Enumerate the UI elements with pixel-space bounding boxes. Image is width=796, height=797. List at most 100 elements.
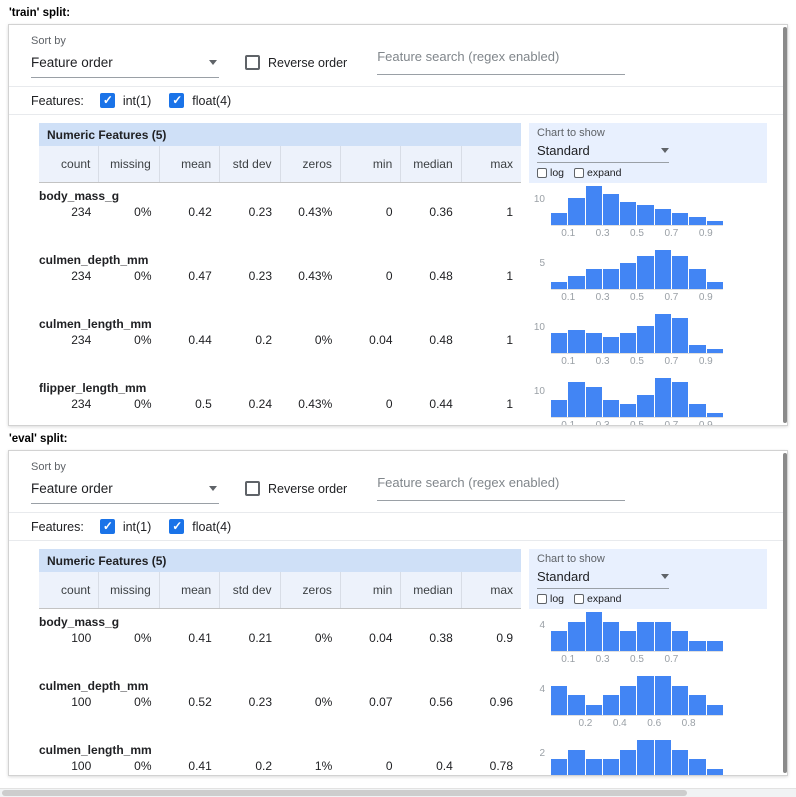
feature-search-input[interactable] — [377, 49, 626, 64]
log-checkbox[interactable] — [537, 594, 547, 604]
histogram-bar — [706, 705, 723, 715]
vertical-scrollbar[interactable] — [783, 27, 787, 423]
histogram-bar — [689, 641, 706, 651]
eval-features-filter-row: Features: int(1) float(4) — [9, 513, 787, 540]
histogram-bar — [654, 676, 672, 715]
stat-std-dev: 0.24 — [248, 397, 272, 411]
histogram-bar — [706, 282, 723, 289]
feature-search-input[interactable] — [377, 475, 626, 490]
stat-median: 0.36 — [429, 205, 453, 219]
histogram-bar — [620, 750, 637, 775]
column-header-count: count — [39, 146, 100, 182]
stat-min: 0 — [385, 269, 393, 283]
horizontal-scrollbar[interactable] — [0, 788, 796, 797]
x-axis-tick-label: 0.5 — [630, 228, 644, 239]
stat-mean: 0.44 — [188, 333, 212, 347]
feature-row: culmen_length_mm 100 0% 0.41 0.2 1% 0 0.… — [39, 737, 521, 775]
histogram-bar — [654, 209, 672, 225]
eval-split-label: 'eval' split: — [9, 433, 68, 445]
x-axis-tick-label: 0.7 — [664, 292, 679, 303]
stat-zeros: 0.43% — [298, 269, 333, 283]
stat-median: 0.48 — [429, 269, 453, 283]
chart-type-select[interactable]: Standard — [537, 566, 669, 589]
sort-by-select[interactable]: Feature order — [31, 475, 219, 504]
horizontal-scrollbar-thumb[interactable] — [2, 790, 687, 796]
sort-by-value: Feature order — [31, 481, 113, 496]
chart-y-tick-label: 10 — [533, 322, 545, 333]
stat-min: 0 — [385, 759, 393, 773]
float-filter-checkbox[interactable] — [169, 93, 185, 108]
column-header-mean: mean — [160, 146, 221, 182]
eval-chart-column: Chart to show Standard log expand — [529, 549, 767, 775]
log-checkbox[interactable] — [537, 168, 547, 178]
histogram-bar — [602, 622, 620, 651]
reverse-order-checkbox[interactable] — [245, 481, 260, 496]
int-filter-checkbox[interactable] — [99, 519, 115, 534]
chart-controls: Chart to show Standard log expand — [529, 549, 767, 609]
histogram-bar — [672, 750, 689, 775]
histogram-bar — [689, 759, 706, 775]
histogram-bars — [551, 186, 723, 226]
stat-max: 1 — [506, 397, 513, 411]
chart-type-select[interactable]: Standard — [537, 140, 669, 163]
x-axis-tick-label: 0.9 — [698, 292, 713, 303]
float-filter-label: float(4) — [192, 93, 232, 108]
histogram-bar — [637, 395, 654, 417]
train-controls-row: Sort by Feature order Reverse order — [9, 25, 787, 86]
x-axis-tick-label: 0.6 — [647, 718, 662, 729]
stat-count: 100 — [71, 695, 92, 709]
sort-by-select[interactable]: Feature order — [31, 49, 219, 78]
column-header-row: count missing mean std dev zeros min med… — [39, 572, 521, 609]
reverse-order-checkbox[interactable] — [245, 55, 260, 70]
histogram-bar — [568, 750, 585, 775]
facets-overview-page: 'train' split: Sort by Feature order Rev… — [0, 7, 796, 797]
histogram-bar — [602, 194, 620, 225]
filter-option-float: float(4) — [169, 93, 231, 108]
x-axis-tick-label: 0.7 — [664, 654, 679, 665]
chart-y-tick-label: 10 — [533, 194, 545, 205]
vertical-scrollbar[interactable] — [783, 453, 787, 773]
int-filter-checkbox[interactable] — [99, 93, 115, 108]
histogram-body_mass_g: 4 0.1 0.3 0.5 0.7 — [529, 609, 767, 673]
expand-checkbox[interactable] — [574, 168, 585, 178]
feature-row: body_mass_g 100 0% 0.41 0.21 0% 0.04 0.3… — [39, 609, 521, 673]
column-header-max: max — [490, 583, 513, 597]
stat-max: 1 — [506, 333, 513, 347]
column-header-count: count — [39, 572, 100, 608]
expand-checkbox[interactable] — [574, 594, 585, 604]
histogram-bar — [551, 759, 568, 775]
train-features-filter-row: Features: int(1) float(4) — [9, 87, 787, 114]
chart-to-show-label: Chart to show — [537, 127, 605, 139]
column-header-missing: missing — [99, 572, 160, 608]
divider — [9, 114, 787, 115]
x-axis-tick-label: 0.5 — [630, 420, 644, 426]
histogram-bar — [568, 198, 585, 225]
histogram-bar — [585, 387, 602, 417]
x-axis-tick-label: 0.1 — [561, 292, 576, 303]
x-axis-tick-label: 0.3 — [595, 356, 610, 367]
filter-option-int: int(1) — [99, 93, 151, 108]
column-header-row: count missing mean std dev zeros min med… — [39, 146, 521, 183]
chart-y-tick-label: 4 — [539, 684, 545, 695]
histogram-bar — [706, 413, 723, 417]
divider — [9, 540, 787, 541]
stat-std-dev: 0.23 — [248, 269, 272, 283]
float-filter-checkbox[interactable] — [169, 519, 185, 534]
column-header-median: median — [401, 572, 462, 608]
histogram-culmen_depth_mm: 5 0.1 0.3 0.5 0.7 0.9 — [529, 247, 767, 311]
column-header-missing: missing — [99, 146, 160, 182]
histogram-bar — [585, 705, 602, 715]
expand-option: expand — [574, 167, 621, 179]
histogram-bar — [672, 382, 689, 417]
stat-count: 234 — [71, 269, 92, 283]
histogram-culmen_length_mm: 10 0.1 0.3 0.5 0.7 0.9 — [529, 311, 767, 375]
chart-x-ticks: 0.2 0.4 0.6 0.8 — [551, 716, 723, 730]
eval-panel: Sort by Feature order Reverse order Feat… — [8, 450, 788, 776]
log-option: log — [537, 593, 564, 605]
feature-search-group — [377, 48, 626, 75]
stat-median: 0.38 — [429, 631, 453, 645]
histogram-bar — [672, 631, 689, 651]
log-label: log — [550, 167, 565, 179]
feature-row: body_mass_g 234 0% 0.42 0.23 0.43% 0 0.3… — [39, 183, 521, 247]
chart-x-ticks: 0.1 0.3 0.5 0.7 0.9 — [551, 290, 723, 304]
